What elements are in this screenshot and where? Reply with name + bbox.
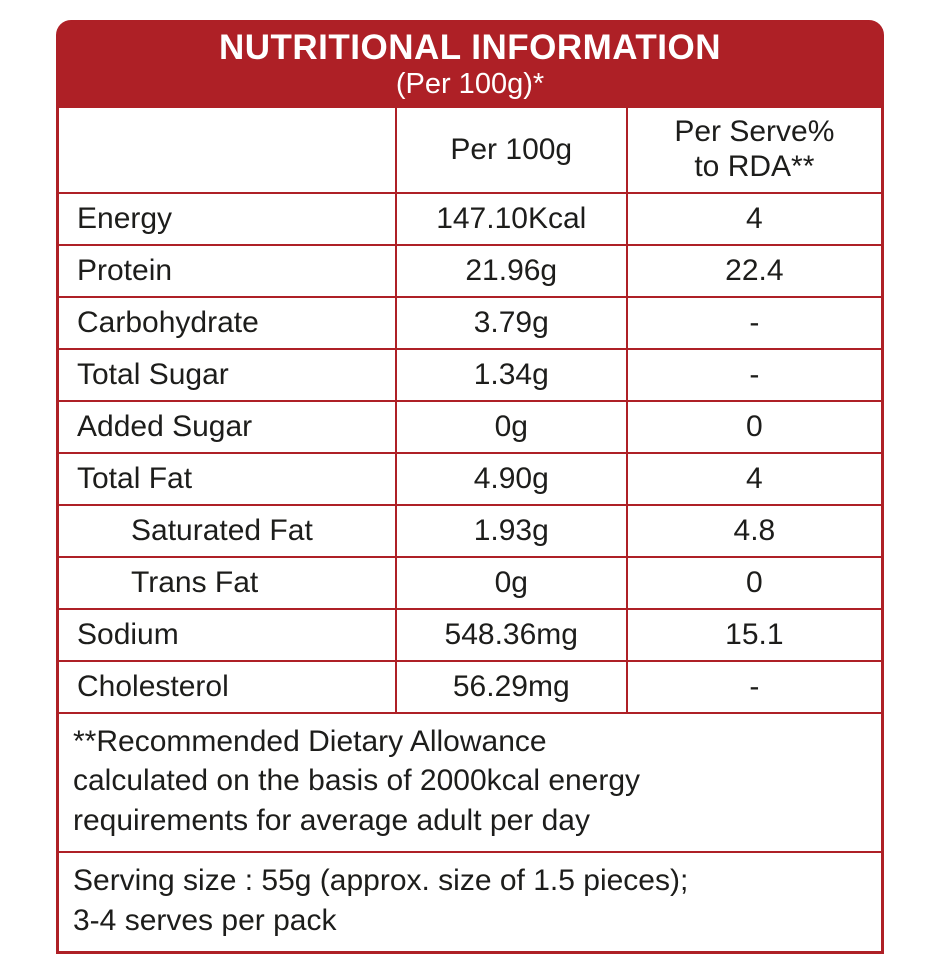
per-serve-value: 4 <box>625 451 884 506</box>
nutrient-label: Added Sugar <box>56 399 397 454</box>
nutrient-label-sub: Trans Fat <box>56 555 397 610</box>
table-row: Total Fat 4.90g 4 <box>56 451 884 506</box>
nutrient-label: Protein <box>56 243 397 298</box>
nutrient-label-sub: Saturated Fat <box>56 503 397 558</box>
nutrition-label: NUTRITIONAL INFORMATION (Per 100g)* Per … <box>56 20 884 954</box>
column-header-per-100g: Per 100g <box>394 105 628 194</box>
per-serve-value: 0 <box>625 399 884 454</box>
per-100g-value: 56.29mg <box>394 659 628 714</box>
per-100g-value: 3.79g <box>394 295 628 350</box>
table-row: Energy 147.10Kcal 4 <box>56 191 884 246</box>
table-row: Sodium 548.36mg 15.1 <box>56 607 884 662</box>
per-100g-value: 0g <box>394 555 628 610</box>
nutrition-table: Per 100g Per Serve% to RDA** Energy 147.… <box>56 105 884 954</box>
table-row: Trans Fat 0g 0 <box>56 555 884 610</box>
per-serve-value: 15.1 <box>625 607 884 662</box>
nutrient-label: Cholesterol <box>56 659 397 714</box>
table-row: Saturated Fat 1.93g 4.8 <box>56 503 884 558</box>
per-serve-value: - <box>625 659 884 714</box>
label-title: NUTRITIONAL INFORMATION <box>218 28 722 67</box>
per-serve-value: 4.8 <box>625 503 884 558</box>
table-row: Protein 21.96g 22.4 <box>56 243 884 298</box>
rda-footnote: **Recommended Dietary Allowance calculat… <box>56 711 884 854</box>
per-100g-value: 1.93g <box>394 503 628 558</box>
footnote-row: **Recommended Dietary Allowance calculat… <box>56 711 884 854</box>
per-serve-value: 4 <box>625 191 884 246</box>
table-header-row: Per 100g Per Serve% to RDA** <box>56 105 884 194</box>
nutrient-label: Total Sugar <box>56 347 397 402</box>
table-row: Added Sugar 0g 0 <box>56 399 884 454</box>
column-header-per-serve-rda: Per Serve% to RDA** <box>625 105 884 194</box>
column-header-nutrient <box>56 105 397 194</box>
per-100g-value: 548.36mg <box>394 607 628 662</box>
per-serve-value: 0 <box>625 555 884 610</box>
nutrient-label: Energy <box>56 191 397 246</box>
label-header-band: NUTRITIONAL INFORMATION (Per 100g)* <box>56 20 884 105</box>
nutrient-label: Total Fat <box>56 451 397 506</box>
per-serve-value: - <box>625 295 884 350</box>
nutrient-label: Carbohydrate <box>56 295 397 350</box>
per-100g-value: 21.96g <box>394 243 628 298</box>
per-100g-value: 147.10Kcal <box>394 191 628 246</box>
footnote-row: Serving size : 55g (approx. size of 1.5 … <box>56 851 884 954</box>
table-row: Cholesterol 56.29mg - <box>56 659 884 714</box>
per-serve-value: 22.4 <box>625 243 884 298</box>
table-row: Total Sugar 1.34g - <box>56 347 884 402</box>
per-100g-value: 1.34g <box>394 347 628 402</box>
per-100g-value: 0g <box>394 399 628 454</box>
per-100g-value: 4.90g <box>394 451 628 506</box>
label-subtitle: (Per 100g)* <box>395 67 545 100</box>
nutrient-label: Sodium <box>56 607 397 662</box>
serving-size-footnote: Serving size : 55g (approx. size of 1.5 … <box>56 851 884 954</box>
table-row: Carbohydrate 3.79g - <box>56 295 884 350</box>
per-serve-value: - <box>625 347 884 402</box>
